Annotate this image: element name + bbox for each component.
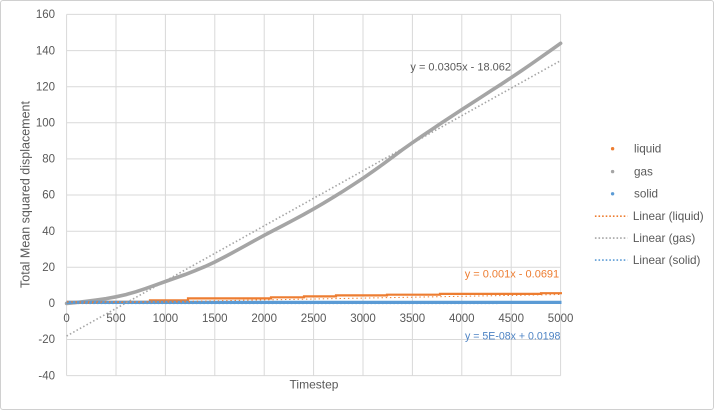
svg-text:1000: 1000 — [153, 313, 179, 325]
svg-text:liquid: liquid — [634, 143, 661, 156]
svg-text:gas: gas — [634, 165, 653, 178]
svg-text:160: 160 — [36, 9, 55, 21]
svg-text:4000: 4000 — [449, 313, 475, 325]
svg-text:y = 0.0305x - 18.062: y = 0.0305x - 18.062 — [410, 61, 511, 73]
svg-text:3500: 3500 — [400, 313, 426, 325]
svg-text:5000: 5000 — [548, 313, 574, 325]
svg-text:Linear (liquid): Linear (liquid) — [633, 210, 704, 223]
svg-text:40: 40 — [42, 226, 55, 238]
svg-text:solid: solid — [634, 188, 658, 201]
svg-text:120: 120 — [36, 81, 55, 93]
svg-text:80: 80 — [42, 154, 55, 166]
svg-text:Timestep: Timestep — [290, 378, 339, 392]
svg-text:-20: -20 — [38, 334, 55, 346]
svg-text:0: 0 — [49, 298, 55, 310]
svg-text:500: 500 — [106, 313, 125, 325]
svg-text:3000: 3000 — [350, 313, 376, 325]
svg-text:60: 60 — [42, 190, 55, 202]
svg-text:0: 0 — [63, 313, 69, 325]
svg-text:1500: 1500 — [202, 313, 228, 325]
svg-text:100: 100 — [36, 118, 55, 130]
svg-text:4500: 4500 — [498, 313, 524, 325]
svg-text:2500: 2500 — [301, 313, 327, 325]
svg-text:2000: 2000 — [251, 313, 277, 325]
svg-text:Linear (gas): Linear (gas) — [633, 232, 695, 245]
svg-text:140: 140 — [36, 45, 55, 57]
svg-text:-40: -40 — [38, 370, 55, 382]
svg-text:y = 0.001x - 0.0691: y = 0.001x - 0.0691 — [465, 269, 559, 281]
svg-text:20: 20 — [42, 262, 55, 274]
svg-text:Total Mean squared displacemen: Total Mean squared displacement — [19, 101, 33, 288]
svg-text:y = 5E-08x + 0.0198: y = 5E-08x + 0.0198 — [465, 331, 561, 343]
svg-text:Linear (solid): Linear (solid) — [633, 254, 701, 267]
